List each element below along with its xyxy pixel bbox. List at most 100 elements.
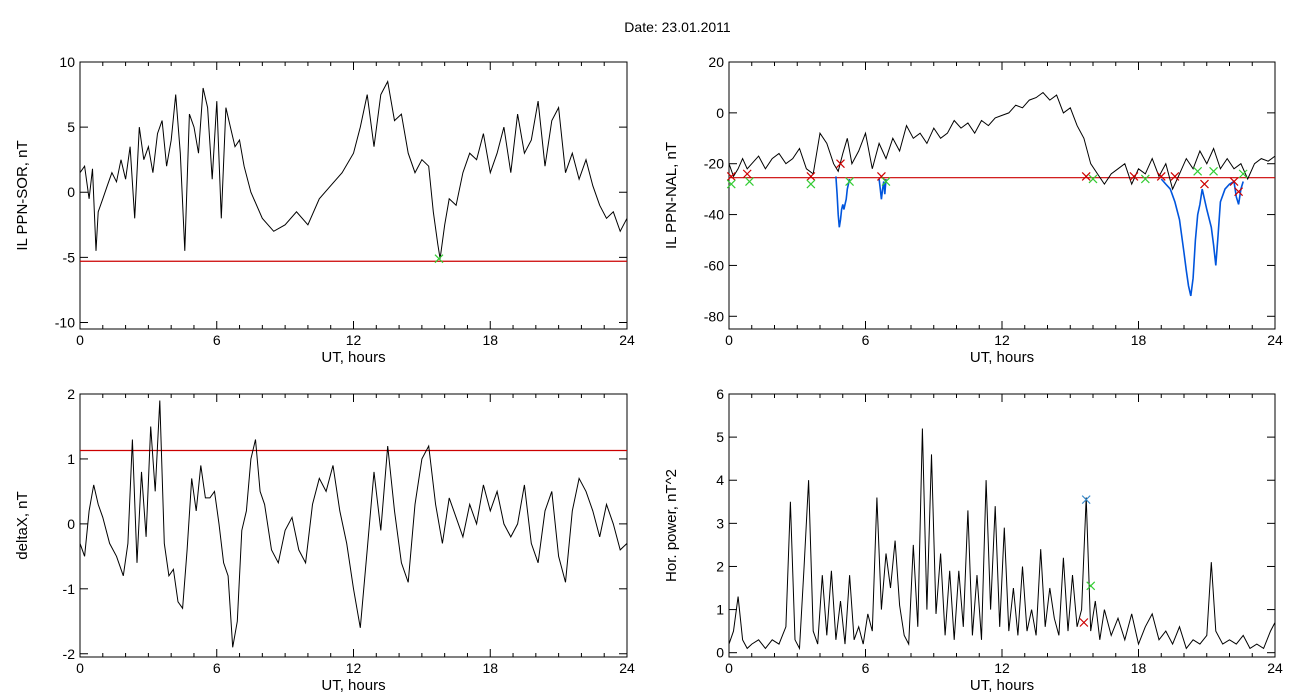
x-tick-label: 0 bbox=[725, 332, 733, 348]
plot-frame bbox=[79, 61, 628, 330]
x-tick-label: 24 bbox=[1267, 332, 1283, 348]
x-marker bbox=[1129, 172, 1139, 181]
x-marker bbox=[726, 179, 736, 189]
y-tick-label: 0 bbox=[67, 516, 75, 532]
x-tick-label: 18 bbox=[1131, 332, 1147, 348]
x-marker-stroke bbox=[1170, 172, 1180, 181]
x-marker-stroke bbox=[1086, 581, 1096, 591]
x-marker bbox=[1193, 166, 1203, 176]
y-tick-label: 6 bbox=[716, 386, 724, 402]
x-marker-stroke bbox=[1209, 166, 1218, 176]
highlight-line bbox=[835, 176, 851, 228]
x-marker-stroke bbox=[806, 172, 816, 181]
y-tick-label: 20 bbox=[708, 54, 724, 70]
x-marker-stroke bbox=[1156, 172, 1166, 181]
x-tick-label: 12 bbox=[346, 660, 362, 676]
x-marker-stroke bbox=[877, 172, 886, 181]
x-tick-label: 6 bbox=[213, 660, 221, 676]
x-axis-label: UT, hours bbox=[321, 349, 385, 366]
x-marker bbox=[745, 177, 754, 186]
x-tick-label: 0 bbox=[725, 660, 733, 676]
y-tick-label: 10 bbox=[59, 54, 75, 70]
panel-il-ppn-nal: 0 6 12 18 24 -80 -60 -40 -20 0 20 UT, hours IL PPN-N… bbox=[663, 54, 1283, 366]
x-marker bbox=[1086, 581, 1096, 591]
x-marker bbox=[881, 177, 891, 186]
highlight-line bbox=[1160, 178, 1244, 297]
x-marker bbox=[726, 172, 736, 181]
y-axis-label: Hor. power, nT^2 bbox=[663, 469, 680, 582]
y-tick-label: -60 bbox=[704, 257, 724, 273]
x-marker-stroke bbox=[1234, 187, 1244, 197]
x-marker-stroke bbox=[1129, 172, 1139, 181]
x-marker bbox=[742, 169, 752, 179]
y-tick-label: -40 bbox=[704, 207, 724, 223]
plot-frame bbox=[728, 61, 1276, 330]
x-marker bbox=[806, 172, 816, 181]
highlight-line bbox=[878, 178, 887, 200]
x-marker-stroke bbox=[845, 177, 854, 186]
x-axis-label: UT, hours bbox=[321, 677, 385, 694]
x-tick-label: 0 bbox=[76, 332, 84, 348]
plot-frame bbox=[728, 393, 1276, 658]
y-tick-label: -2 bbox=[63, 646, 76, 662]
x-marker-stroke bbox=[742, 169, 752, 179]
y-tick-label: 2 bbox=[67, 386, 75, 402]
x-marker bbox=[1229, 177, 1239, 186]
y-tick-label: 1 bbox=[716, 602, 724, 618]
series-line bbox=[79, 79, 628, 259]
plot-frame bbox=[79, 393, 628, 658]
y-tick-label: -1 bbox=[63, 581, 76, 597]
x-tick-label: 24 bbox=[619, 660, 635, 676]
x-marker-stroke bbox=[745, 177, 754, 186]
x-marker bbox=[1088, 174, 1098, 184]
x-marker bbox=[836, 159, 845, 169]
x-tick-label: 18 bbox=[482, 332, 498, 348]
series-line bbox=[728, 91, 1276, 191]
x-tick-label: 24 bbox=[619, 332, 635, 348]
x-marker-stroke bbox=[1081, 172, 1091, 181]
x-marker-stroke bbox=[1193, 166, 1203, 176]
x-tick-label: 12 bbox=[994, 660, 1010, 676]
x-tick-label: 18 bbox=[482, 660, 498, 676]
x-marker-stroke bbox=[726, 172, 736, 181]
x-tick-label: 12 bbox=[346, 332, 362, 348]
x-marker-stroke bbox=[1081, 495, 1091, 505]
x-marker bbox=[806, 179, 816, 189]
x-axis-label: UT, hours bbox=[970, 677, 1034, 694]
series-line bbox=[79, 400, 628, 648]
x-marker-stroke bbox=[836, 159, 845, 169]
y-tick-label: -20 bbox=[704, 156, 724, 172]
x-marker bbox=[434, 254, 444, 264]
y-tick-label: 4 bbox=[716, 472, 724, 488]
x-tick-label: 0 bbox=[76, 660, 84, 676]
x-marker bbox=[845, 177, 854, 186]
x-marker-stroke bbox=[1200, 179, 1209, 189]
x-marker bbox=[1209, 166, 1218, 176]
x-marker bbox=[1200, 179, 1209, 189]
series-line bbox=[728, 428, 1276, 651]
x-tick-label: 6 bbox=[862, 332, 870, 348]
x-marker-stroke bbox=[1140, 174, 1150, 184]
y-tick-label: 2 bbox=[716, 558, 724, 574]
x-axis-label: UT, hours bbox=[970, 349, 1034, 366]
x-marker bbox=[1238, 169, 1248, 179]
x-marker-stroke bbox=[1229, 177, 1239, 186]
y-tick-label: 5 bbox=[716, 429, 724, 445]
x-marker bbox=[1140, 174, 1150, 184]
x-marker bbox=[1081, 172, 1091, 181]
x-marker-stroke bbox=[1079, 618, 1089, 627]
x-tick-label: 6 bbox=[213, 332, 221, 348]
y-tick-label: 0 bbox=[67, 184, 75, 200]
y-axis-label: IL PPN-SOR, nT bbox=[14, 140, 31, 250]
x-marker bbox=[1079, 618, 1089, 627]
x-tick-label: 6 bbox=[862, 660, 870, 676]
y-tick-label: 0 bbox=[716, 105, 724, 121]
x-marker-stroke bbox=[881, 177, 891, 186]
x-tick-label: 18 bbox=[1131, 660, 1147, 676]
y-tick-label: 1 bbox=[67, 451, 75, 467]
x-marker bbox=[1170, 172, 1180, 181]
y-tick-label: -10 bbox=[55, 314, 75, 330]
